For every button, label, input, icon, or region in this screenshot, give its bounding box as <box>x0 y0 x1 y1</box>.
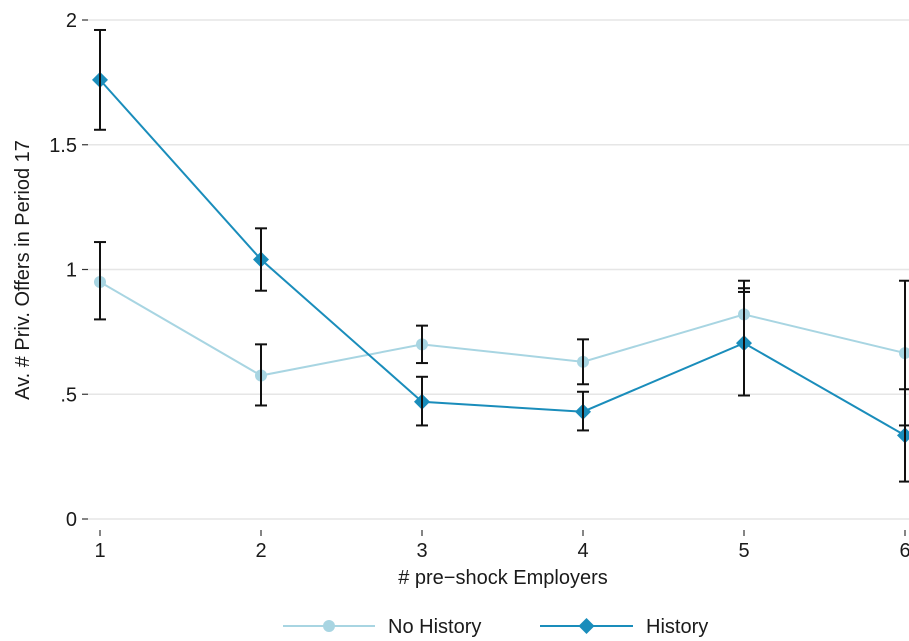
legend: No History History <box>283 616 708 638</box>
error-bar <box>94 241 106 321</box>
error-bar <box>577 390 589 432</box>
error-bar <box>738 287 750 397</box>
error-bar <box>416 375 428 427</box>
x-tick-label: 2 <box>255 540 266 562</box>
legend-item: History <box>540 616 708 638</box>
error-bar <box>255 227 267 292</box>
axes: 0 .5 1 1.5 2 1 2 3 4 5 6 <box>49 10 909 562</box>
error-bar <box>416 324 428 365</box>
series-line-history <box>99 79 906 437</box>
y-tick-label: 1 <box>66 260 77 282</box>
y-tick-label: .5 <box>60 384 77 406</box>
grid-lines <box>88 19 909 520</box>
y-tick-label: 2 <box>66 10 77 32</box>
legend-item: No History <box>283 616 481 638</box>
x-axis-label: # pre−shock Employers <box>398 567 608 589</box>
legend-marker <box>578 618 595 634</box>
legend-marker <box>323 620 335 632</box>
x-tick-label: 6 <box>899 540 909 562</box>
legend-label: History <box>646 616 708 638</box>
data-point <box>897 427 909 444</box>
error-bar <box>255 343 267 407</box>
error-bars <box>94 28 909 483</box>
series-line-no-history <box>99 281 906 377</box>
error-bar <box>577 338 589 386</box>
series-layer <box>92 71 909 444</box>
x-tick-label: 4 <box>577 540 588 562</box>
error-bar <box>899 388 909 483</box>
y-axis-label: Av. # Priv. Offers in Period 17 <box>12 140 34 400</box>
error-bar <box>94 28 106 131</box>
y-tick-label: 0 <box>66 509 77 531</box>
y-tick-label: 1.5 <box>49 135 77 157</box>
x-tick-label: 5 <box>738 540 749 562</box>
x-tick-label: 1 <box>94 540 105 562</box>
x-tick-label: 3 <box>416 540 427 562</box>
legend-label: No History <box>388 616 481 638</box>
